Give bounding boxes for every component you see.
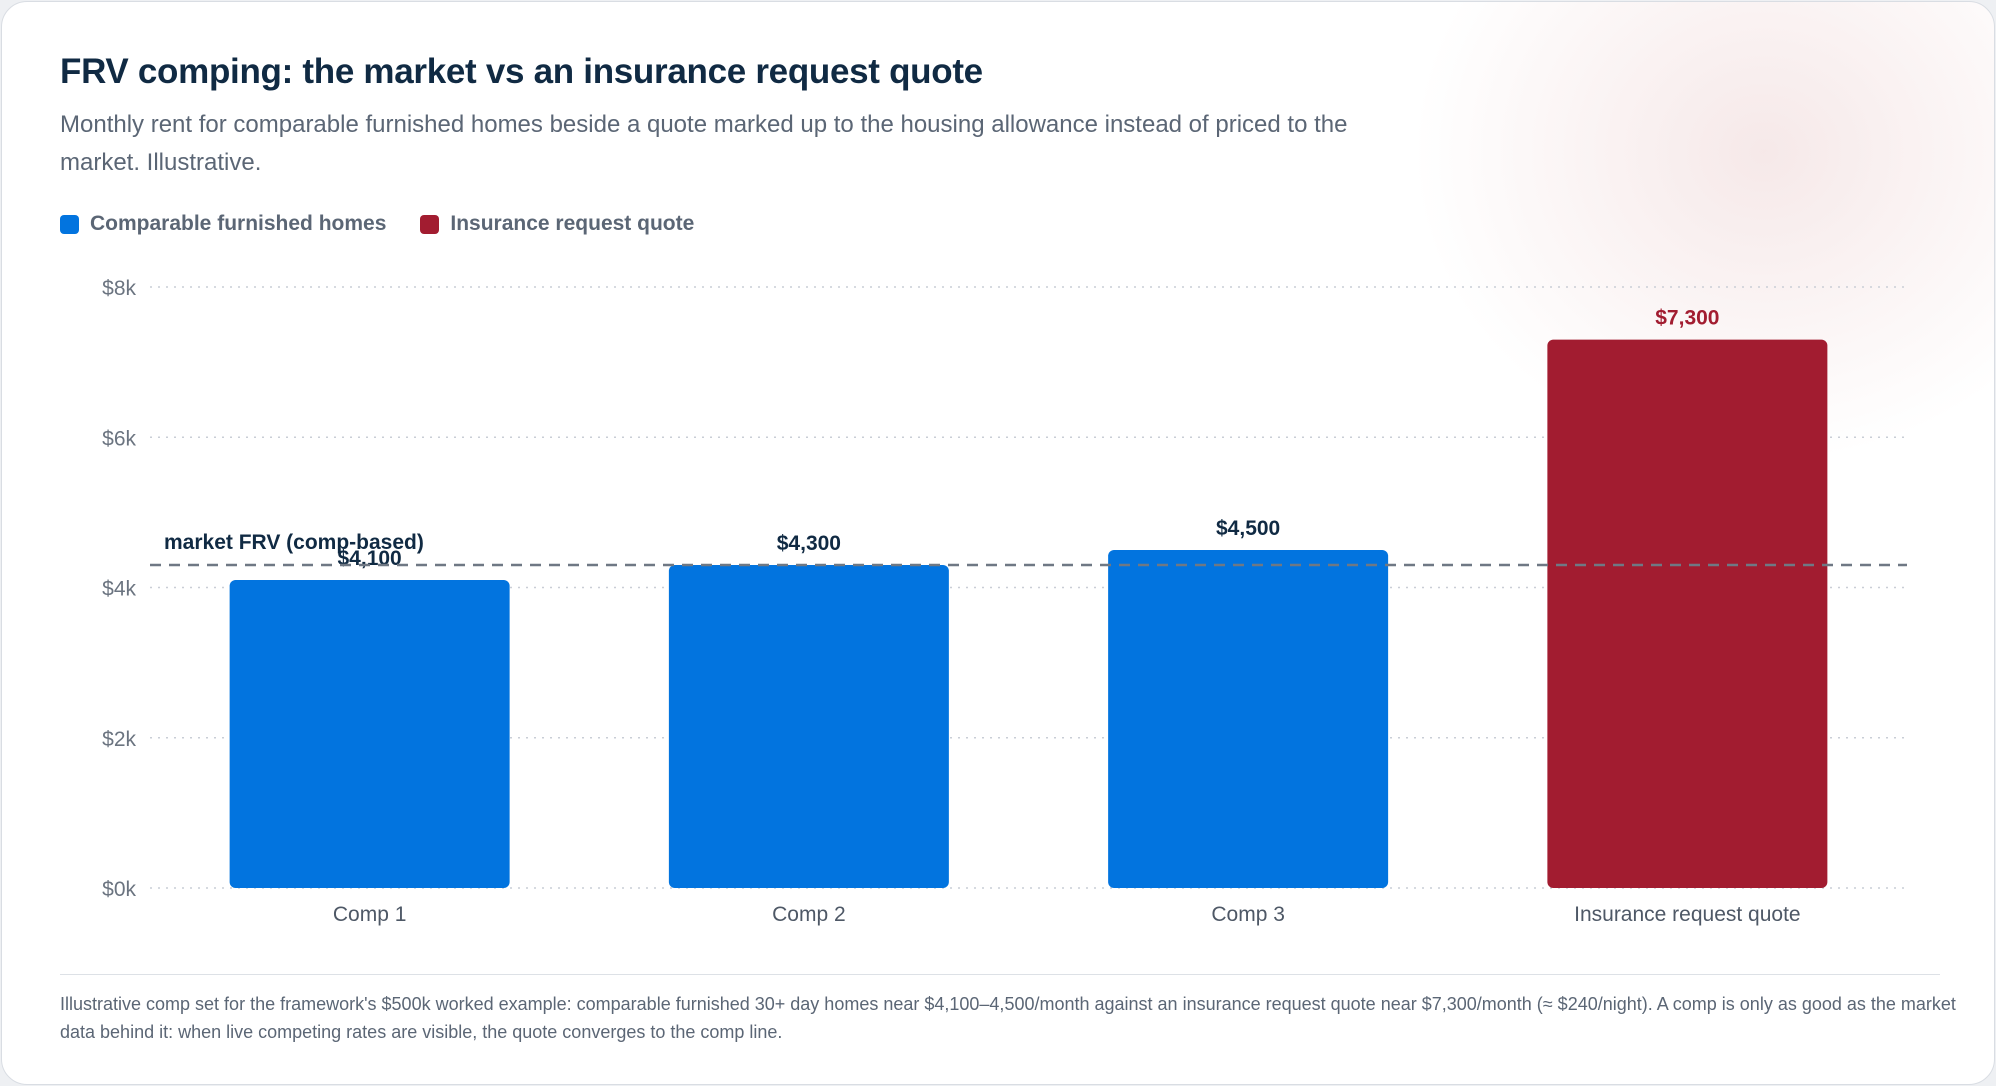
legend-label-quote: Insurance request quote [450, 212, 695, 235]
chart-subtitle: Monthly rent for comparable furnished ho… [60, 111, 1348, 176]
bar-insurance-quote [1547, 339, 1828, 888]
legend-swatch-quote [420, 214, 440, 234]
x-tick-label: Comp 2 [772, 903, 846, 926]
legend-swatch-comparable [60, 214, 79, 234]
y-tick-label: $4k [102, 578, 136, 601]
y-tick-label: $0k [102, 878, 136, 901]
bar-value-label: $7,300 [1655, 307, 1719, 330]
y-tick-label: $8k [102, 277, 136, 300]
reference-line-label: market FRV (comp-based) [164, 531, 424, 554]
footnote: Illustrative comp set for the framework'… [60, 994, 1956, 1042]
footnote-divider [60, 974, 1940, 975]
x-tick-label: Insurance request quote [1574, 903, 1801, 926]
legend: Comparable furnished homes Insurance req… [60, 212, 694, 236]
bar-comp [229, 579, 510, 888]
legend-label-comparable: Comparable furnished homes [90, 212, 387, 235]
bar-comp [1108, 549, 1389, 888]
legend-item-comparable: Comparable furnished homes [60, 212, 386, 236]
bar-value-label: $4,500 [1216, 517, 1280, 540]
bar-comp [668, 564, 949, 888]
y-tick-label: $6k [102, 427, 136, 450]
bar-value-label: $4,300 [777, 532, 841, 555]
y-tick-label: $2k [102, 728, 136, 751]
chart-title: FRV comping: the market vs an insurance … [60, 52, 983, 91]
x-tick-label: Comp 1 [333, 903, 407, 926]
x-tick-label: Comp 3 [1211, 903, 1285, 926]
legend-item-quote: Insurance request quote [420, 212, 694, 236]
